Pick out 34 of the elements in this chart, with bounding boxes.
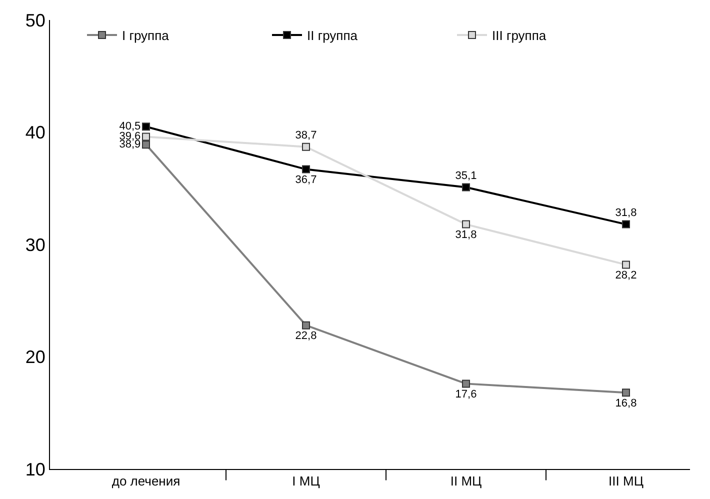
data-label: 22,8 — [295, 330, 317, 342]
data-label: 40,5 — [119, 120, 141, 132]
point — [462, 183, 470, 192]
x-tick-label: II МЦ — [450, 474, 482, 489]
point — [142, 140, 150, 149]
data-label: 35,1 — [455, 170, 477, 182]
data-label: 17,6 — [455, 388, 477, 400]
data-label: 38,7 — [295, 130, 317, 142]
legend-label: II группа — [307, 28, 358, 44]
x-tick-label: III МЦ — [608, 474, 644, 489]
point — [622, 220, 630, 228]
point — [302, 321, 310, 330]
y-tick-label: 30 — [25, 234, 46, 255]
point — [622, 260, 630, 269]
y-tick-label: 20 — [25, 347, 46, 368]
data-label: 28,2 — [615, 269, 637, 282]
data-label: 16,8 — [615, 397, 637, 410]
point — [462, 380, 470, 388]
point — [302, 165, 310, 174]
point — [142, 132, 150, 141]
y-tick-label: 50 — [25, 10, 46, 30]
point — [622, 388, 630, 397]
legend-label: I группа — [122, 28, 170, 44]
y-tick-label: 40 — [25, 122, 46, 143]
x-tick-label: до лечения — [112, 474, 180, 489]
point — [142, 122, 150, 131]
data-label: 31,8 — [615, 207, 637, 220]
legend-label: III группа — [492, 28, 547, 44]
point — [462, 220, 470, 228]
x-tick-label: I МЦ — [292, 474, 320, 489]
data-label: 36,7 — [295, 174, 317, 186]
point — [302, 142, 310, 151]
y-tick-label: 10 — [25, 459, 46, 480]
data-label: 31,8 — [455, 228, 477, 241]
